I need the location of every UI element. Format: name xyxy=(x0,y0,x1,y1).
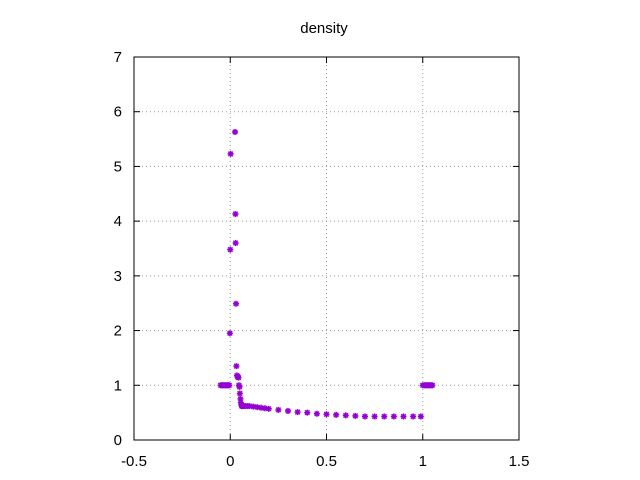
y-tick-label: 5 xyxy=(114,158,122,175)
x-tick-label: 1 xyxy=(419,453,427,470)
data-point xyxy=(226,330,233,337)
data-point xyxy=(352,412,359,419)
plot-frame xyxy=(133,56,520,441)
data-point xyxy=(285,408,291,415)
data-point xyxy=(232,128,239,135)
data-point xyxy=(236,383,243,390)
x-tick-label: 1.5 xyxy=(509,453,530,470)
data-points xyxy=(217,128,436,420)
y-tick-label: 6 xyxy=(114,104,122,121)
data-point xyxy=(226,382,233,389)
chart-title: density xyxy=(300,20,348,37)
data-point xyxy=(323,411,330,418)
y-tick-label: 4 xyxy=(114,213,122,230)
data-point xyxy=(417,413,424,420)
data-point xyxy=(304,409,311,416)
data-point xyxy=(410,413,417,420)
data-point xyxy=(265,405,272,412)
data-point xyxy=(232,240,239,247)
data-point xyxy=(333,411,340,418)
data-point xyxy=(400,413,407,420)
data-point xyxy=(381,413,388,420)
data-point xyxy=(294,409,301,416)
data-point xyxy=(313,410,320,417)
data-point xyxy=(342,412,349,419)
x-tick-label: 0 xyxy=(226,453,234,470)
data-point xyxy=(362,413,368,420)
data-point xyxy=(275,406,282,413)
y-tick-label: 3 xyxy=(114,268,122,285)
data-point xyxy=(227,246,234,253)
x-tick-label: 0.5 xyxy=(316,453,337,470)
grid-lines xyxy=(134,57,519,440)
tick-labels: -0.5 0 0.5 1 1.5 0 1 2 3 4 5 6 7 xyxy=(114,49,530,470)
y-tick-label: 0 xyxy=(114,432,122,449)
data-point xyxy=(227,150,234,157)
data-point xyxy=(429,382,436,389)
y-tick-label: 2 xyxy=(114,323,122,340)
data-point xyxy=(233,300,240,307)
data-point xyxy=(236,390,243,397)
data-point xyxy=(371,413,378,420)
axes xyxy=(133,56,520,441)
data-point xyxy=(232,211,239,218)
y-tick-label: 7 xyxy=(114,49,122,66)
y-tick-label: 1 xyxy=(114,377,122,394)
data-point xyxy=(233,363,240,370)
data-point xyxy=(235,374,242,381)
x-tick-label: -0.5 xyxy=(121,453,147,470)
data-point xyxy=(390,413,397,420)
